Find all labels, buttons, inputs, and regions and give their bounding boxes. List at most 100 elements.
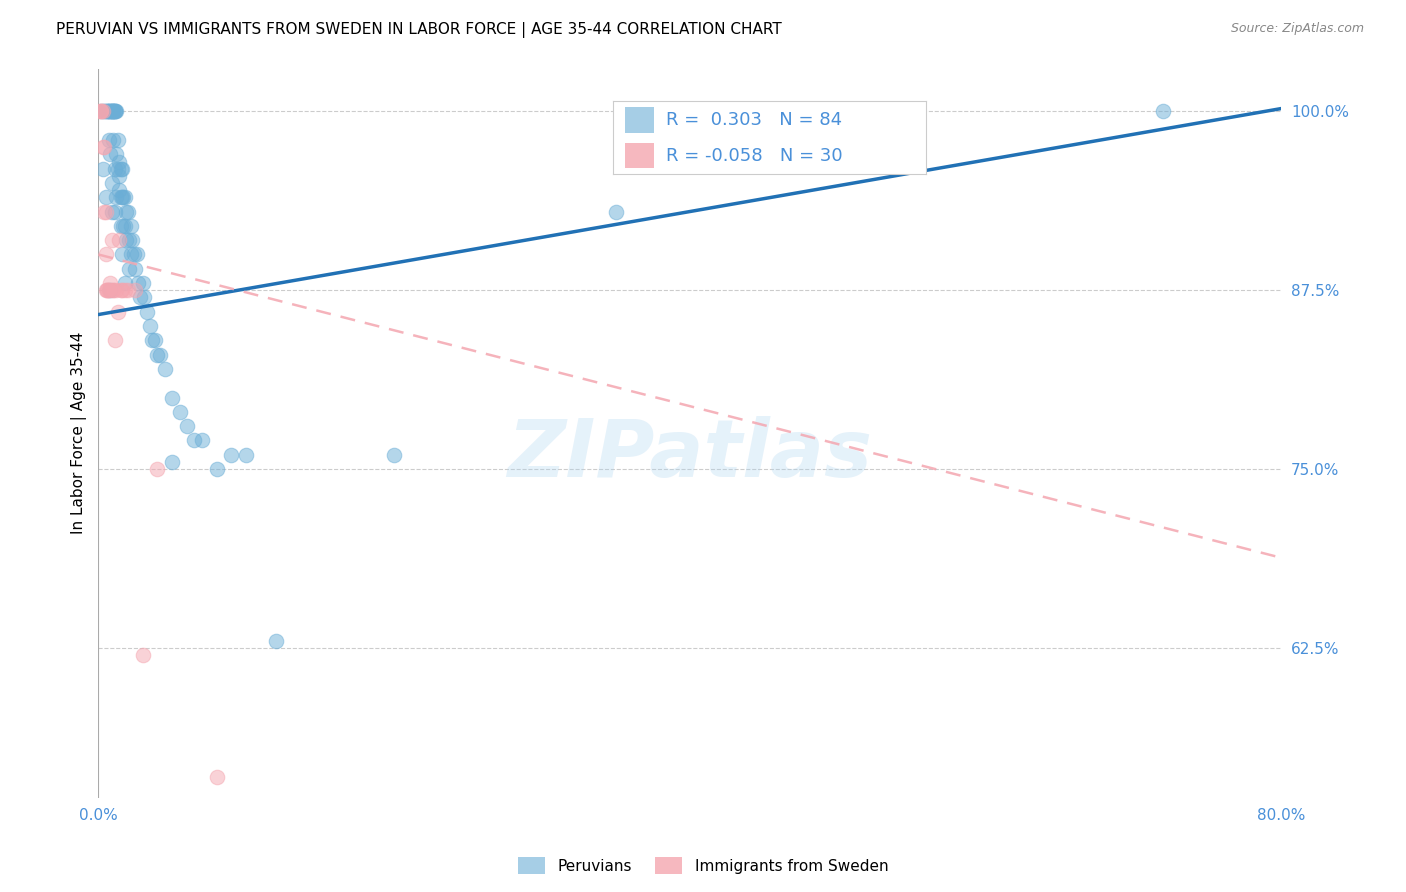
Point — [112, 219, 135, 233]
Point — [146, 462, 169, 476]
Point — [100, 176, 122, 190]
Point — [169, 405, 191, 419]
Point — [191, 434, 214, 448]
Point — [162, 391, 184, 405]
Point — [96, 104, 118, 119]
Point — [105, 190, 128, 204]
Point — [93, 140, 115, 154]
Point — [97, 133, 120, 147]
Point — [100, 104, 122, 119]
Point — [114, 219, 136, 233]
Point — [97, 104, 120, 119]
Point — [176, 419, 198, 434]
Point — [117, 283, 139, 297]
Point — [121, 233, 143, 247]
Point — [94, 247, 117, 261]
Point — [104, 104, 127, 119]
Point — [264, 633, 287, 648]
Point — [100, 104, 122, 119]
Point — [125, 247, 148, 261]
Point — [900, 147, 922, 161]
Point — [114, 276, 136, 290]
Point — [221, 448, 243, 462]
Point — [118, 261, 141, 276]
Text: PERUVIAN VS IMMIGRANTS FROM SWEDEN IN LABOR FORCE | AGE 35-44 CORRELATION CHART: PERUVIAN VS IMMIGRANTS FROM SWEDEN IN LA… — [56, 22, 782, 38]
Point — [141, 334, 163, 348]
Point — [90, 104, 112, 119]
Point — [96, 283, 118, 297]
Point — [114, 190, 136, 204]
Point — [107, 304, 129, 318]
Point — [100, 104, 122, 119]
Point — [112, 190, 135, 204]
Point — [111, 247, 134, 261]
Point — [127, 276, 149, 290]
Point — [104, 204, 127, 219]
Point — [235, 448, 257, 462]
Point — [115, 233, 138, 247]
Point — [101, 104, 124, 119]
Point — [143, 334, 166, 348]
Point — [1152, 104, 1174, 119]
Point — [382, 448, 405, 462]
Legend: Peruvians, Immigrants from Sweden: Peruvians, Immigrants from Sweden — [512, 851, 894, 880]
Point — [183, 434, 205, 448]
Point — [105, 104, 128, 119]
Point — [96, 104, 118, 119]
Point — [91, 161, 114, 176]
Point — [122, 247, 145, 261]
Point — [108, 169, 131, 183]
Point — [115, 204, 138, 219]
Point — [94, 190, 117, 204]
Text: ZIPatlas: ZIPatlas — [508, 417, 872, 494]
Point — [131, 276, 153, 290]
Point — [118, 233, 141, 247]
Point — [96, 283, 118, 297]
Point — [108, 154, 131, 169]
Point — [146, 348, 169, 362]
Y-axis label: In Labor Force | Age 35-44: In Labor Force | Age 35-44 — [72, 332, 87, 534]
Point — [124, 283, 146, 297]
Point — [108, 233, 131, 247]
Point — [104, 104, 127, 119]
Point — [91, 104, 114, 119]
Point — [134, 290, 156, 304]
Point — [111, 161, 134, 176]
Point — [97, 283, 120, 297]
Point — [101, 104, 124, 119]
Point — [101, 283, 124, 297]
Point — [98, 276, 121, 290]
Point — [105, 147, 128, 161]
Point — [131, 648, 153, 662]
Point — [139, 318, 162, 333]
Point — [101, 133, 124, 147]
Point — [97, 104, 120, 119]
Point — [104, 334, 127, 348]
Text: Source: ZipAtlas.com: Source: ZipAtlas.com — [1230, 22, 1364, 36]
Point — [89, 104, 111, 119]
Point — [101, 104, 124, 119]
Point — [107, 133, 129, 147]
Point — [114, 283, 136, 297]
Point — [98, 283, 121, 297]
Point — [104, 104, 127, 119]
Point — [94, 283, 117, 297]
Point — [605, 204, 627, 219]
Point — [117, 204, 139, 219]
Point — [97, 283, 120, 297]
Point — [111, 190, 134, 204]
Point — [120, 219, 142, 233]
Point — [128, 290, 150, 304]
Point — [93, 104, 115, 119]
Point — [108, 183, 131, 197]
Point — [111, 283, 134, 297]
Point — [93, 104, 115, 119]
Point — [205, 770, 228, 784]
Point — [93, 204, 115, 219]
Point — [100, 204, 122, 219]
Point — [98, 104, 121, 119]
Point — [96, 104, 118, 119]
Point — [110, 190, 132, 204]
Point — [153, 362, 176, 376]
Point — [107, 161, 129, 176]
